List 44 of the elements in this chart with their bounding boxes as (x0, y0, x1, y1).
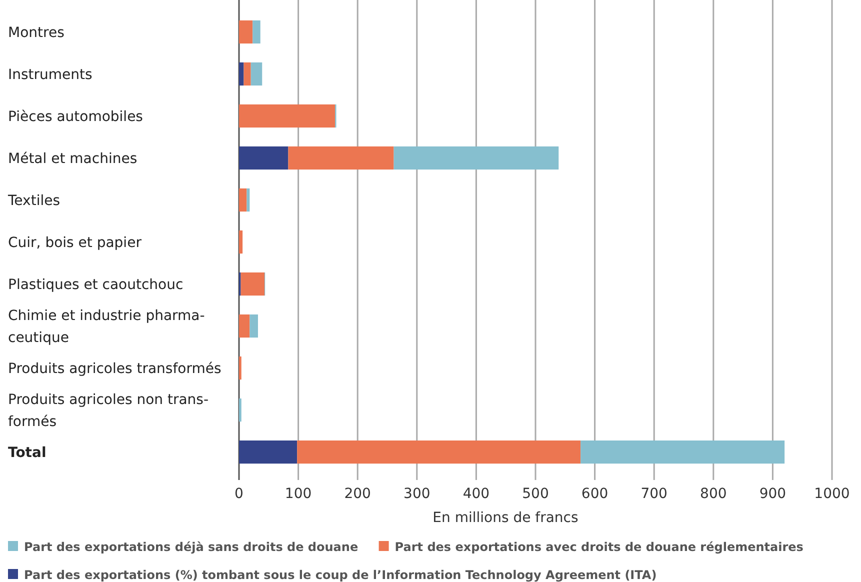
y-tick-label: Pièces automobiles (8, 108, 143, 125)
bar (297, 440, 581, 464)
legend-label: Part des exportations avec droits de douane réglementaires (394, 540, 804, 554)
bar (250, 62, 262, 86)
x-tick-label: 1000 (814, 486, 850, 502)
x-tick-label: 700 (640, 486, 668, 502)
bar (246, 188, 250, 212)
x-tick-label: 800 (700, 486, 727, 502)
legend-label: Part des exportations déjà sans droits de douane (24, 540, 358, 554)
bar (288, 146, 394, 170)
bar (394, 146, 559, 170)
x-tick-label: 0 (234, 486, 244, 502)
x-tick-label: 600 (581, 486, 608, 502)
x-tick-label: 100 (284, 486, 312, 502)
x-tick-label: 200 (344, 486, 371, 502)
y-tick-label: Produits agricoles non trans- formés (8, 392, 209, 430)
y-tick-label: Montres (8, 24, 64, 41)
x-tick-label: 900 (759, 486, 786, 502)
y-tick-label: Cuir, bois et papier (8, 235, 142, 251)
legend-label: Part des exportations (%) tombant sous le coup de l’Information Technology Agreement (ITA) (24, 568, 657, 582)
bar (239, 20, 253, 44)
bar (250, 314, 258, 338)
bar (239, 314, 250, 338)
bar (239, 188, 247, 212)
y-tick-label: Produits agricoles transformés (8, 361, 222, 378)
y-tick-label: Total (8, 445, 46, 462)
x-axis-title: En millions de francs (432, 510, 578, 526)
y-tick-label: Textiles (7, 192, 60, 209)
x-tick-label: 500 (522, 486, 549, 502)
y-tick-label: Plastiques et caoutchouc (8, 277, 184, 294)
x-tick-label: 300 (404, 486, 430, 502)
bar (239, 104, 336, 128)
y-tick-label: Instruments (8, 66, 92, 83)
bar (240, 272, 264, 296)
bar (239, 146, 288, 170)
bar (252, 20, 260, 44)
bar (239, 230, 243, 254)
x-tick-label: 400 (462, 486, 490, 502)
bar (580, 440, 785, 464)
bar (239, 62, 244, 86)
bar (244, 62, 251, 86)
bar (239, 440, 298, 464)
y-tick-label: Chimie et industrie pharma- ceutique (8, 308, 205, 346)
y-tick-label: Métal et machines (8, 150, 138, 167)
